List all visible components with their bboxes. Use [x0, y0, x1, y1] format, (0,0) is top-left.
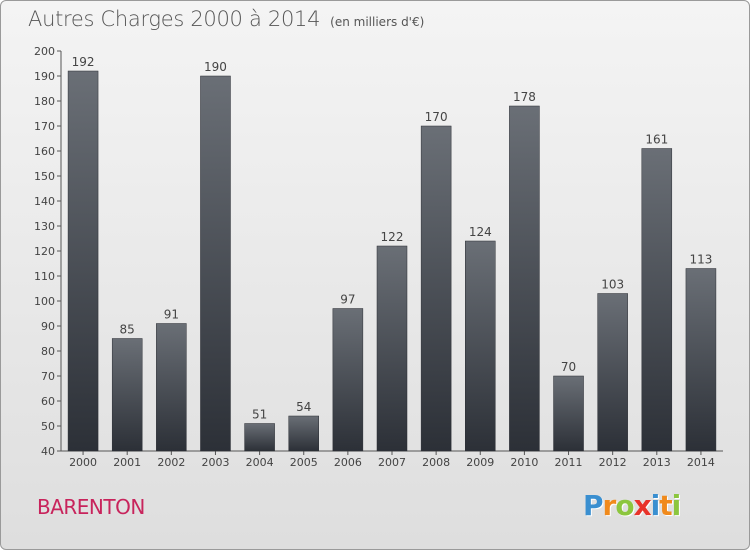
x-tick-label: 2006	[334, 456, 362, 469]
logo-letter: i	[671, 489, 682, 522]
value-label-2004: 51	[252, 408, 267, 422]
value-label-2014: 113	[689, 253, 712, 267]
y-tick-label: 70	[41, 370, 55, 383]
y-tick-label: 60	[41, 395, 55, 408]
y-tick-label: 110	[34, 270, 55, 283]
bar-2001	[111, 338, 143, 452]
logo-letter: x	[633, 489, 652, 522]
value-label-2010: 178	[513, 90, 536, 104]
value-label-2005: 54	[296, 400, 311, 414]
value-label-2012: 103	[601, 278, 624, 292]
y-tick-label: 170	[34, 120, 55, 133]
x-tick-label: 2005	[290, 456, 318, 469]
bar-2012	[597, 293, 628, 452]
bar-2007	[376, 245, 408, 452]
y-tick-label: 80	[41, 345, 55, 358]
bar-2009	[465, 240, 496, 452]
chart-axes: 40 50 60 70 80 90 100 110 120 130 140 150 160 170 180 1…	[34, 45, 723, 469]
x-tick-label: 2009	[466, 456, 494, 469]
y-tick-label: 90	[41, 320, 55, 333]
chart-title-main: Autres Charges 2000 à 2014	[28, 7, 321, 31]
x-tick-label: 2014	[687, 456, 715, 469]
x-tick-label: 2000	[69, 456, 97, 469]
bar-2004	[244, 423, 275, 452]
value-label-2008: 170	[425, 110, 448, 124]
logo-letter: o	[615, 489, 634, 522]
bar-2014	[685, 268, 717, 452]
y-tick-label: 160	[34, 145, 55, 158]
town-name: BARENTON	[37, 495, 145, 519]
y-tick-label: 180	[34, 95, 55, 108]
value-label-2003: 190	[204, 60, 227, 74]
chart-bars	[67, 70, 717, 452]
value-label-2007: 122	[381, 230, 404, 244]
logo-letter: P	[583, 489, 604, 522]
x-tick-label: 2008	[422, 456, 450, 469]
logo-letter: t	[659, 489, 672, 522]
chart-unit-note: (en milliers d'€)	[330, 15, 425, 29]
bar-2003	[200, 75, 231, 452]
y-tick-label: 120	[34, 245, 55, 258]
bar-2008	[420, 125, 452, 452]
logo-letter: r	[602, 489, 617, 522]
x-tick-label: 2010	[510, 456, 538, 469]
y-tick-label: 150	[34, 170, 55, 183]
x-tick-label: 2007	[378, 456, 406, 469]
value-label-2006: 97	[340, 293, 355, 307]
bar-2005	[288, 415, 319, 452]
y-tick-label: 140	[34, 195, 55, 208]
x-tick-label: 2004	[246, 456, 274, 469]
bar-2002	[156, 323, 187, 452]
y-tick-label: 190	[34, 70, 55, 83]
chart-title: Autres Charges 2000 à 2014 (en milliers d…	[28, 7, 424, 31]
value-label-2013: 161	[645, 133, 668, 147]
x-tick-label: 2011	[555, 456, 583, 469]
value-label-2011: 70	[561, 360, 576, 374]
bar-2000	[67, 70, 99, 452]
chart-data-labels: 192 85 91 190 51 54 97 122 170 124 178 70 103 161 113	[72, 55, 713, 422]
value-label-2001: 85	[120, 323, 135, 337]
y-tick-label: 40	[41, 445, 55, 458]
bar-2013	[641, 148, 673, 452]
bar-2011	[553, 375, 584, 452]
bar-2010	[509, 105, 540, 452]
x-tick-label: 2013	[643, 456, 671, 469]
y-tick-label: 50	[41, 420, 55, 433]
y-tick-label: 100	[34, 295, 55, 308]
y-tick-label: 200	[34, 45, 55, 58]
proxiti-logo: Proxiti	[583, 489, 682, 522]
value-label-2009: 124	[469, 225, 492, 239]
value-label-2000: 192	[72, 55, 95, 69]
x-tick-label: 2003	[201, 456, 229, 469]
x-tick-label: 2002	[157, 456, 185, 469]
bar-2006	[332, 308, 364, 452]
y-tick-label: 130	[34, 220, 55, 233]
logo-letter: i	[650, 489, 661, 522]
x-tick-label: 2001	[113, 456, 141, 469]
value-label-2002: 91	[164, 308, 179, 322]
x-tick-label: 2012	[599, 456, 627, 469]
